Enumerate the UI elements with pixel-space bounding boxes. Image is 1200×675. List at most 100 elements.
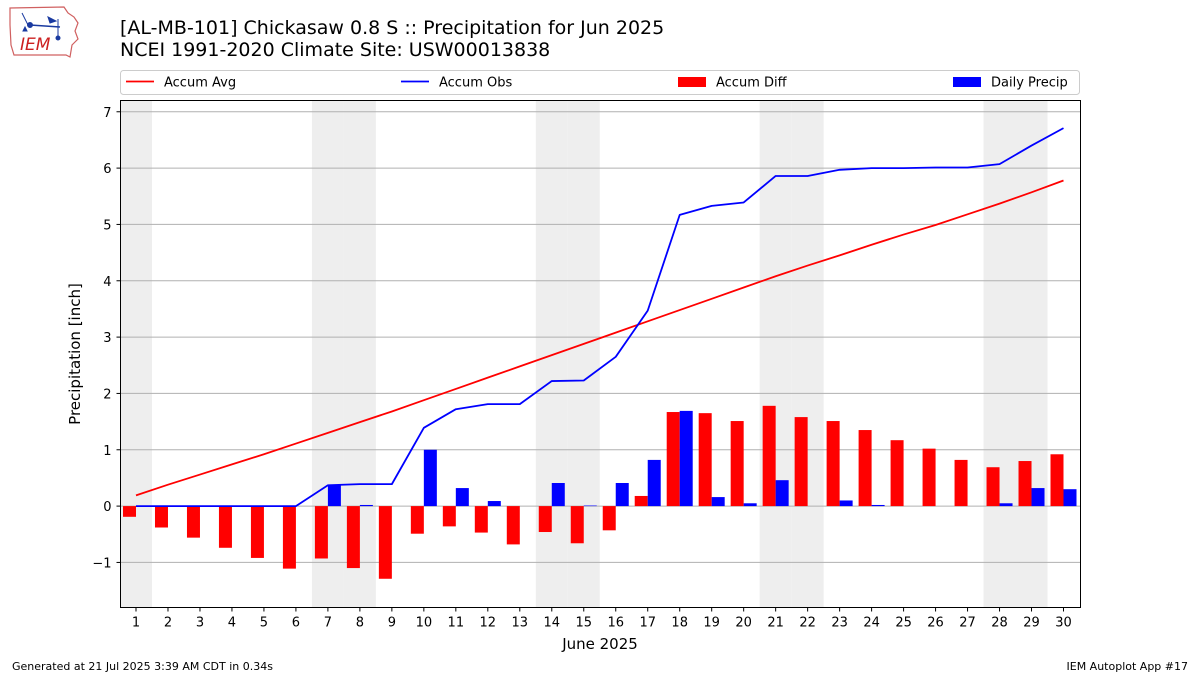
accum-diff-bar bbox=[922, 448, 936, 507]
accum-diff-bar bbox=[346, 506, 360, 569]
x-axis: 1 2 3 4 5 6 7 8 9 10 11 12 13 14 15 16 17 18 19 20 21 22 23 24 2… bbox=[132, 607, 1072, 631]
accum-obs-line bbox=[136, 127, 1064, 508]
accum-diff-bar bbox=[794, 417, 808, 507]
x-tick-label: 18 bbox=[671, 616, 688, 631]
x-tick-label: 5 bbox=[260, 616, 268, 631]
x-tick-label: 9 bbox=[388, 616, 396, 631]
x-tick-label: 1 bbox=[132, 616, 140, 631]
x-tick-label: 3 bbox=[196, 616, 204, 631]
bars bbox=[123, 405, 1077, 579]
accum-diff-bar bbox=[602, 506, 616, 531]
accum-diff-bar bbox=[474, 506, 488, 533]
x-tick-label: 2 bbox=[164, 616, 172, 631]
accum-diff-bar bbox=[666, 412, 680, 507]
x-tick-label: 20 bbox=[735, 616, 752, 631]
legend-swatch-3 bbox=[953, 77, 981, 87]
weekend-band-day-8 bbox=[343, 100, 376, 608]
y-tick-label: −1 bbox=[92, 556, 111, 571]
daily-precip-bar bbox=[359, 504, 373, 507]
daily-precip-bar bbox=[615, 483, 629, 507]
x-tick-label: 24 bbox=[863, 616, 880, 631]
accum-diff-bar bbox=[538, 506, 552, 533]
accum-diff-bar bbox=[123, 506, 136, 517]
accum-diff-bar bbox=[570, 506, 584, 544]
daily-precip-bar bbox=[327, 485, 341, 507]
accum-diff-bar bbox=[986, 467, 1000, 507]
accum-diff-bar bbox=[218, 506, 232, 548]
weather-instruments-icon bbox=[21, 12, 61, 41]
accum-diff-bar bbox=[890, 440, 904, 507]
accum-diff-bar bbox=[314, 506, 328, 559]
weekend-band-day-21 bbox=[759, 100, 792, 608]
accum-diff-bar bbox=[730, 421, 744, 507]
x-tick-label: 15 bbox=[575, 616, 592, 631]
x-tick-label: 29 bbox=[1023, 616, 1040, 631]
legend-label: Accum Diff bbox=[716, 76, 788, 91]
x-tick-label: 11 bbox=[448, 616, 465, 631]
x-tick-label: 12 bbox=[480, 616, 497, 631]
y-tick-label: 1 bbox=[103, 444, 111, 459]
daily-precip-bar bbox=[711, 497, 725, 507]
x-tick-label: 14 bbox=[544, 616, 561, 631]
legend-label: Accum Avg bbox=[164, 76, 236, 91]
y-axis: −1 0 1 2 3 4 5 6 7 bbox=[92, 106, 121, 571]
daily-precip-bar bbox=[487, 501, 501, 507]
daily-precip-bar bbox=[679, 410, 693, 507]
y-axis-label: Precipitation [inch] bbox=[66, 283, 84, 425]
daily-precip-bar bbox=[839, 500, 853, 507]
daily-precip-bar bbox=[1031, 488, 1045, 507]
weekend-band-day-7 bbox=[311, 100, 344, 608]
weekend-band-day-28 bbox=[983, 100, 1016, 608]
legend-label: Accum Obs bbox=[439, 76, 512, 91]
legend: Accum Avg Accum Obs Accum Diff Daily Precip bbox=[120, 70, 1080, 95]
plot-frame bbox=[120, 100, 1081, 608]
y-tick-label: 3 bbox=[103, 331, 111, 346]
daily-precip-bar bbox=[647, 459, 661, 507]
x-tick-label: 26 bbox=[927, 616, 944, 631]
weekend-band-day-15 bbox=[567, 100, 600, 608]
weekend-band-day-22 bbox=[791, 100, 824, 608]
x-tick-label: 8 bbox=[356, 616, 364, 631]
x-axis-label: June 2025 bbox=[561, 635, 638, 653]
x-tick-label: 13 bbox=[512, 616, 529, 631]
x-tick-label: 17 bbox=[639, 616, 656, 631]
accum-diff-bar bbox=[826, 421, 840, 507]
daily-precip-bar bbox=[775, 480, 789, 507]
x-tick-label: 10 bbox=[416, 616, 433, 631]
lines bbox=[135, 127, 1064, 508]
y-tick-label: 5 bbox=[103, 218, 111, 233]
x-tick-label: 28 bbox=[991, 616, 1008, 631]
daily-precip-bar bbox=[423, 449, 437, 507]
x-tick-label: 25 bbox=[895, 616, 912, 631]
accum-diff-bar bbox=[250, 506, 264, 558]
iem-logo: IEM bbox=[9, 6, 79, 58]
accum-diff-bar bbox=[1050, 454, 1064, 507]
generated-timestamp: Generated at 21 Jul 2025 3:39 AM CDT in … bbox=[12, 660, 273, 673]
x-tick-label: 4 bbox=[228, 616, 236, 631]
accum-diff-bar bbox=[698, 413, 712, 507]
daily-precip-bar bbox=[583, 505, 597, 507]
daily-precip-bar bbox=[1063, 489, 1077, 507]
legend-box bbox=[120, 70, 1080, 95]
daily-precip-bar bbox=[743, 503, 757, 507]
accum-diff-bar bbox=[186, 506, 200, 538]
accum-diff-bar bbox=[506, 506, 520, 545]
autoplot-app-label: IEM Autoplot App #17 bbox=[1066, 660, 1189, 673]
y-tick-label: 2 bbox=[103, 387, 111, 402]
logo-text: IEM bbox=[20, 35, 51, 55]
legend-swatch-2 bbox=[678, 77, 706, 87]
x-tick-label: 27 bbox=[959, 616, 976, 631]
chart-subtitle: NCEI 1991-2020 Climate Site: USW00013838 bbox=[120, 39, 551, 61]
accum-diff-bar bbox=[762, 405, 776, 507]
daily-precip-bar bbox=[551, 483, 565, 507]
y-tick-label: 4 bbox=[103, 275, 111, 290]
accum-diff-bar bbox=[154, 506, 168, 528]
x-tick-label: 23 bbox=[831, 616, 848, 631]
accum-diff-bar bbox=[442, 506, 456, 527]
x-tick-label: 22 bbox=[799, 616, 816, 631]
grid-lines bbox=[120, 111, 1081, 563]
accum-avg-line bbox=[135, 179, 1064, 497]
daily-precip-bar bbox=[999, 503, 1013, 507]
x-tick-label: 7 bbox=[324, 616, 332, 631]
